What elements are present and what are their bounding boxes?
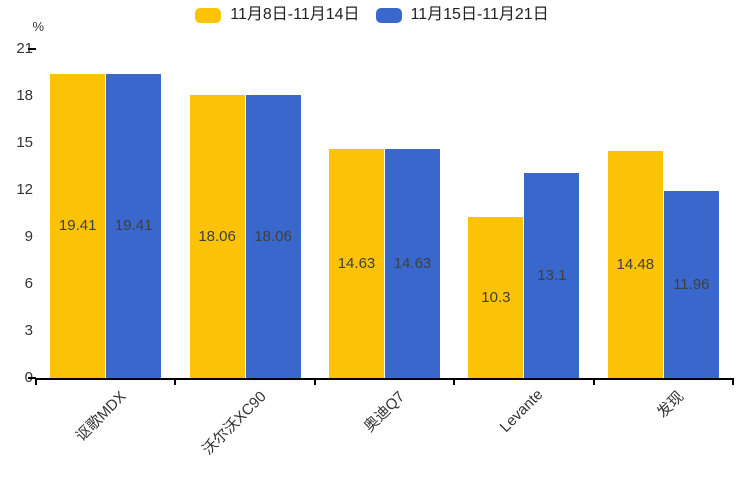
x-axis-boundary-tick [453, 378, 456, 385]
bar-series1[interactable]: 14.63 [329, 148, 384, 378]
x-axis-category-labels: 讴歌MDX 沃尔沃XC90 奥迪Q7 Levante 发现 [36, 386, 733, 486]
x-category-label[interactable]: 讴歌MDX [73, 388, 130, 445]
x-axis-boundary-tick [592, 378, 595, 385]
y-tick-label: 6 [24, 275, 33, 292]
bar-value-label: 10.3 [481, 288, 511, 306]
legend-label-week1: 11月8日-11月14日 [230, 6, 360, 23]
bar-value-label: 11.96 [673, 275, 710, 293]
bar-value-label: 19.41 [58, 217, 97, 235]
bar-value-label: 19.41 [114, 217, 153, 235]
legend-item-week2[interactable]: 11月15日-11月21日 [375, 6, 549, 24]
legend-label-week2: 11月15日-11月21日 [410, 6, 549, 23]
bar-value-label: 14.63 [393, 254, 432, 272]
bar-series1[interactable]: 18.06 [189, 95, 245, 378]
y-tick-label: 12 [16, 181, 33, 198]
bar-value-label: 13.1 [537, 266, 567, 284]
bar-series1[interactable]: 14.48 [607, 151, 663, 378]
x-category-label[interactable]: 奥迪Q7 [361, 388, 409, 436]
bar-value-label: 14.63 [337, 254, 376, 272]
y-axis-unit-label: % [32, 19, 44, 34]
plot-area: 19.41 19.41 18.06 18.06 14.63 14.63 10.3 13.1 14… [28, 48, 734, 385]
bar-series1[interactable]: 10.3 [468, 216, 524, 378]
x-category-label[interactable]: Levante [496, 386, 546, 436]
x-axis-boundary-tick [174, 378, 177, 385]
y-axis-top-tick [28, 48, 36, 50]
bar-series2[interactable]: 13.1 [524, 172, 580, 378]
x-axis-boundary-tick [732, 378, 734, 385]
x-axis-boundary-tick [313, 378, 316, 385]
legend-swatch-week2-icon [375, 7, 402, 23]
bar-series1[interactable]: 19.41 [50, 73, 106, 378]
bar-value-label: 14.48 [616, 256, 655, 274]
y-tick-label: 18 [16, 87, 33, 104]
y-tick-label: 3 [24, 322, 33, 339]
legend-item-week1[interactable]: 11月8日-11月14日 [195, 6, 360, 24]
bar-series2[interactable]: 14.63 [385, 148, 440, 378]
x-axis-boundary-tick [35, 378, 37, 385]
bar-series2[interactable]: 19.41 [106, 73, 162, 378]
bar-value-label: 18.06 [254, 228, 292, 246]
y-axis-labels: 036912151821 [0, 40, 33, 386]
x-category-label[interactable]: 发现 [654, 388, 688, 422]
x-category-label[interactable]: 沃尔沃XC90 [198, 388, 270, 459]
bar-value-label: 18.06 [198, 228, 236, 246]
y-axis-zero-tick [28, 377, 36, 379]
y-tick-label: 15 [16, 134, 33, 151]
legend: 11月8日-11月14日 11月15日-11月21日 [0, 6, 744, 24]
y-tick-label: 9 [24, 228, 33, 245]
bar-series2[interactable]: 18.06 [245, 95, 301, 378]
bar-series2[interactable]: 11.96 [663, 190, 719, 378]
legend-swatch-week1-icon [195, 7, 222, 23]
y-tick-label: 21 [16, 40, 33, 57]
